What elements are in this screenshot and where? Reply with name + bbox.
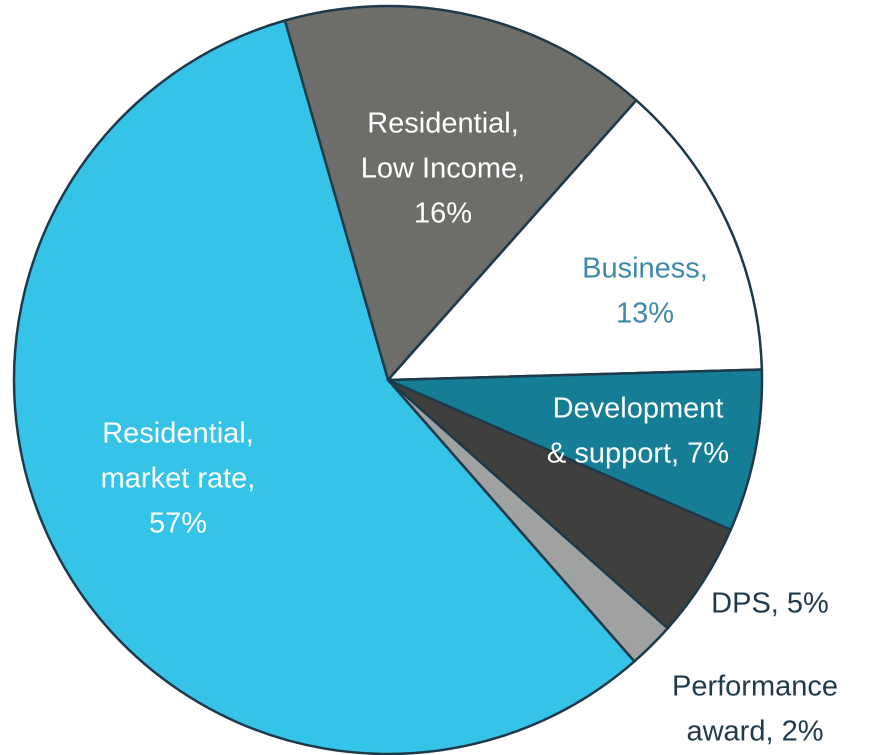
data-label: Residential, (367, 108, 519, 140)
data-label: & support, 7% (547, 438, 729, 470)
data-label: award, 2% (686, 716, 823, 748)
pie-slice (12, 18, 637, 755)
data-label: 57% (149, 508, 207, 540)
data-label: Development (553, 393, 724, 425)
pie-slice (387, 368, 764, 532)
data-label: Low Income, (361, 153, 525, 185)
data-label: DPS, 5% (711, 588, 829, 620)
pie-slice (385, 98, 764, 382)
data-label: market rate, (101, 463, 256, 495)
pie-slice (283, 4, 639, 383)
data-label: Residential, (102, 418, 254, 450)
data-label: Performance (672, 671, 838, 703)
data-label: 16% (414, 198, 472, 230)
data-label: Business, (582, 253, 708, 285)
data-label: 13% (616, 298, 674, 330)
